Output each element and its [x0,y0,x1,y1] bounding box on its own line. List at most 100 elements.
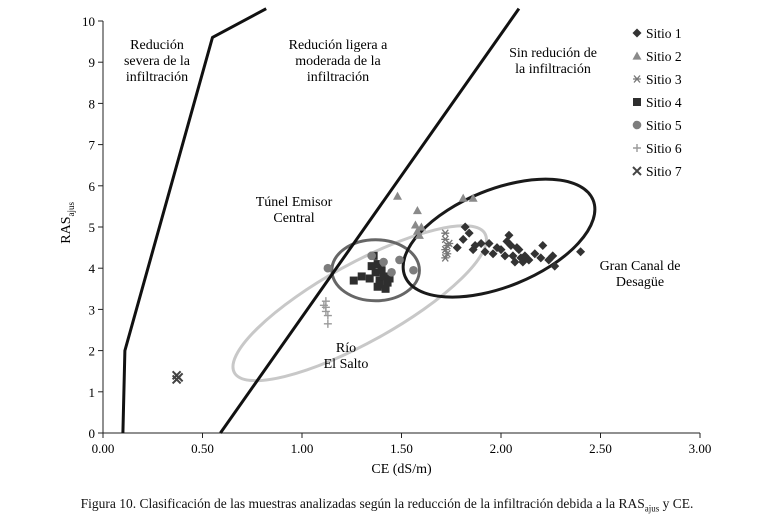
point-sitio-1 [576,247,586,257]
point-sitio-2 [458,193,468,202]
point-sitio-1 [480,247,490,257]
point-sitio-3 [445,239,454,248]
point-sitio-3 [443,249,452,258]
ellipse-tunel [330,238,421,303]
point-sitio-5 [395,255,404,265]
zone-none: Sin redución de la infiltración [509,46,597,77]
legend-marker-4 [633,98,641,106]
legend-label-6: Sitio 6 [646,141,682,156]
point-sitio-4 [375,276,384,285]
legend: Sitio 1 Sitio 2 Sitio 3 Sitio 4 Sitio 5 Sitio… [632,26,682,179]
y-tick-label: 8 [89,96,96,111]
point-sitio-4 [371,268,380,277]
point-sitio-1 [496,245,506,255]
y-tick-label: 5 [89,220,96,235]
point-sitio-2 [393,191,403,200]
point-sitio-2 [468,193,478,202]
point-sitio-1 [488,249,498,259]
point-sitio-4 [379,272,388,281]
legend-marker-6 [633,144,641,152]
point-sitio-1 [510,257,520,267]
legend-label-7: Sitio 7 [646,164,682,179]
ellipses [231,177,597,383]
plot-frame: 0.00 0.50 1.00 1.50 2.00 2.50 3.00 0 1 2 3 4 5 6 7 8 9 10… [59,14,711,477]
point-sitio-1 [538,241,548,251]
y-tick-label: 1 [89,385,96,400]
point-sitio-1 [548,251,558,261]
y-tick-label: 10 [82,14,95,29]
y-tick-label: 3 [89,302,96,317]
point-sitio-2 [416,222,426,231]
boundary-lines [121,7,521,434]
point-sitio-3 [441,245,450,254]
legend-marker-7 [632,166,642,176]
y-tick-label: 6 [89,179,96,194]
figure-caption: Figura 10. Clasificación de las muestras… [0,496,774,514]
point-sitio-4 [373,282,382,291]
point-sitio-4 [365,274,374,283]
x-tick-label: 3.00 [689,441,712,456]
y-tick-label: 9 [89,55,96,70]
point-sitio-4 [381,284,390,293]
point-sitio-1 [484,238,494,248]
point-sitio-1 [460,222,470,232]
y-tick-label: 2 [89,344,96,359]
label-rio: Río El Salto [324,341,369,372]
legend-label-1: Sitio 1 [646,26,682,41]
point-sitio-4 [349,276,358,285]
x-tick-label: 1.50 [390,441,413,456]
y-tick-label: 7 [89,138,96,153]
point-sitio-1 [476,238,486,248]
y-tick-label: 0 [89,426,96,441]
ellipse-gran-canal [401,177,597,299]
caption-sub: ajus [644,503,660,514]
point-sitio-1 [544,255,554,265]
point-sitio-6 [321,307,330,316]
point-sitio-1 [550,261,560,271]
point-sitio-4 [357,272,366,281]
point-sitio-1 [536,253,546,263]
point-sitio-1 [452,243,462,253]
x-axis-label: CE (dS/m) [371,462,432,477]
slight-boundary [219,7,521,434]
legend-label-5: Sitio 5 [646,118,682,133]
point-sitio-1 [504,230,514,240]
caption-prefix: Figura 10. Clasificación de las muestras… [80,496,645,511]
legend-label-4: Sitio 4 [646,95,682,110]
point-sitio-1 [524,255,534,265]
point-sitio-1 [514,245,524,255]
point-sitio-5 [379,257,388,267]
point-sitio-4 [367,262,376,271]
legend-label-2: Sitio 2 [646,49,682,64]
data-points [171,191,586,385]
severe-boundary [121,7,267,434]
point-sitio-1 [468,245,478,255]
x-tick-label: 2.50 [589,441,612,456]
point-sitio-1 [464,228,474,238]
ellipse-rio [231,224,488,383]
zone-severe: Redución severa de la infiltración [124,38,191,85]
x-tick-label: 2.00 [490,441,513,456]
y-tick-label: 4 [89,261,96,276]
caption-suffix: y CE. [659,496,694,511]
legend-marker-3 [633,75,641,83]
y-axis-label: RASajus [59,202,76,244]
point-sitio-2 [412,206,422,215]
point-sitio-6 [319,301,328,310]
point-sitio-5 [387,268,396,277]
x-tick-label: 0.00 [92,441,115,456]
point-sitio-4 [377,266,386,275]
point-sitio-7 [171,370,182,381]
point-sitio-5 [367,251,376,261]
point-sitio-2 [410,220,420,229]
legend-marker-1 [632,28,642,38]
legend-marker-2 [632,51,642,60]
label-tunel: Túnel Emisor Central [256,195,333,226]
point-sitio-4 [385,274,394,283]
point-sitio-6 [323,319,332,328]
point-sitio-5 [323,263,333,273]
point-sitio-1 [458,234,468,244]
point-sitio-3 [441,253,450,262]
point-sitio-1 [500,251,510,261]
point-sitio-6 [323,311,332,320]
